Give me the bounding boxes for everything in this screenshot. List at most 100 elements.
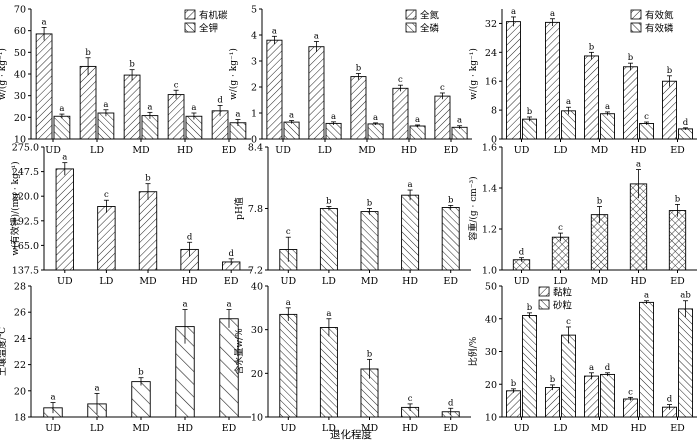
y-tick-label: 220.0 — [12, 192, 39, 203]
significance-letter: a — [644, 291, 649, 301]
x-tick-label: LD — [322, 276, 336, 287]
significance-letter: a — [286, 298, 291, 308]
legend-label: 全磷 — [420, 23, 440, 35]
bar — [53, 115, 71, 140]
y-tick-label: 247.5 — [12, 167, 39, 178]
x-tick-label: UD — [57, 276, 73, 287]
bar — [392, 87, 409, 140]
significance-letter: a — [103, 100, 108, 110]
legend-label: 砂粒 — [553, 300, 573, 312]
significance-letter: d — [448, 398, 454, 408]
y-tick-label: 275.0 — [12, 143, 39, 154]
significance-letter: a — [50, 393, 55, 403]
y-tick-label: 2 — [251, 83, 257, 94]
y-tick-label: 20 — [14, 113, 26, 124]
chart-total-nitrogen-phosphorus: 0 1 2 3 4 5 UD LD MD HD ED w/(g · kg⁻¹) a a b c c a a a a a 全氮… — [228, 5, 472, 156]
bar — [639, 301, 654, 418]
bar — [545, 21, 560, 140]
bar — [97, 206, 116, 271]
legend-swatch — [184, 22, 196, 33]
significance-letter: a — [235, 110, 240, 120]
bar — [55, 168, 74, 271]
bar — [319, 208, 338, 271]
bar — [551, 236, 570, 271]
y-tick-label: 0 — [491, 135, 497, 146]
y-tick-label: 8.4 — [248, 143, 263, 154]
y-tick-label: 4 — [251, 31, 257, 42]
significance-letter: d — [683, 118, 689, 128]
significance-letter: d — [605, 363, 611, 373]
x-tick-label: ED — [443, 423, 458, 434]
chart-bulk-density: 1.0 1.2 1.4 1.6 UD LD MD HD ED 容重/(g · cm⁻³) d c b a b — [467, 143, 697, 287]
legend-label: 有效磷 — [645, 23, 674, 35]
bar — [367, 123, 384, 140]
bar — [434, 95, 451, 140]
y-tick-label: 16 — [485, 77, 497, 88]
bar — [590, 214, 609, 271]
significance-letter: b — [367, 199, 373, 209]
y-axis-title: 含水量w/% — [233, 328, 245, 375]
y-tick-label: 3 — [251, 57, 257, 68]
legend-swatch — [630, 22, 642, 33]
y-tick-label: 0 — [251, 135, 257, 146]
x-tick-label: ED — [670, 276, 685, 287]
bar — [678, 128, 693, 140]
y-tick-label: 70 — [14, 5, 26, 16]
y-axis-title: 比例/% — [467, 336, 479, 366]
x-tick-label: ED — [444, 145, 459, 156]
x-tick-label: LD — [318, 145, 332, 156]
chart-soil-temperature: 18 20 22 24 26 28 UD LD MD HD ED 土壤温度/℃ a a b a a — [0, 282, 251, 434]
significance-letter: a — [314, 32, 319, 42]
bar — [308, 46, 325, 140]
significance-letter: a — [605, 102, 610, 112]
y-tick-label: 1.2 — [482, 225, 497, 236]
bar — [131, 381, 151, 418]
legend-label: 黏粒 — [553, 287, 573, 299]
significance-letter: b — [527, 303, 533, 313]
legend-label: 全钾 — [199, 23, 218, 35]
bar — [360, 211, 379, 271]
bar — [639, 123, 654, 140]
bar — [561, 334, 576, 418]
x-tick-label: MD — [591, 145, 609, 156]
y-axis-title: 土壤温度/℃ — [0, 327, 8, 376]
bar — [279, 313, 298, 418]
significance-letter: d — [217, 95, 223, 105]
y-tick-label: 8 — [491, 106, 497, 117]
significance-letter: a — [59, 104, 64, 114]
x-tick-label: UD — [280, 423, 296, 434]
y-tick-label: 20 — [251, 369, 263, 380]
y-axis-title: w/(g · kg⁻¹) — [228, 48, 239, 100]
significance-letter: a — [289, 111, 294, 121]
significance-letter: c — [440, 83, 445, 93]
legend-swatch — [405, 9, 417, 20]
x-tick-label: HD — [177, 423, 193, 434]
y-tick-label: 7.8 — [248, 204, 263, 215]
significance-letter: b — [597, 196, 603, 206]
significance-letter: b — [667, 66, 673, 76]
legend-label: 有效氮 — [645, 10, 674, 22]
significance-letter: a — [636, 160, 641, 170]
chart-available-nitrogen-phosphorus: 0 8 16 24 32 UD LD MD HD ED w/(g · kg⁻¹) a a b b b b a a c d… — [468, 7, 697, 156]
y-tick-label: 30 — [14, 91, 26, 102]
y-tick-label: 1.0 — [482, 266, 497, 277]
bar — [662, 80, 677, 140]
x-tick-label: HD — [401, 145, 417, 156]
x-tick-label: HD — [631, 423, 647, 434]
y-tick-label: 1.6 — [482, 143, 497, 154]
x-tick-label: UD — [514, 276, 530, 287]
x-tick-label: MD — [139, 276, 157, 287]
chart-water-content: 10 20 30 40 UD LD MD HD ED 含水量w/% a a b c d — [233, 282, 471, 434]
x-tick-label: UD — [280, 276, 296, 287]
x-tick-label: HD — [402, 423, 418, 434]
bar — [409, 125, 426, 140]
y-tick-label: 165.0 — [12, 241, 39, 252]
significance-letter: b — [550, 375, 556, 385]
significance-letter: a — [226, 300, 231, 310]
y-axis-title: w(有效钾)/(mg · kg⁻¹) — [9, 161, 21, 255]
significance-letter: a — [457, 116, 462, 126]
x-tick-label: MD — [591, 276, 609, 287]
significance-letter: c — [286, 227, 291, 237]
bar — [325, 122, 342, 140]
x-tick-label: UD — [514, 145, 530, 156]
